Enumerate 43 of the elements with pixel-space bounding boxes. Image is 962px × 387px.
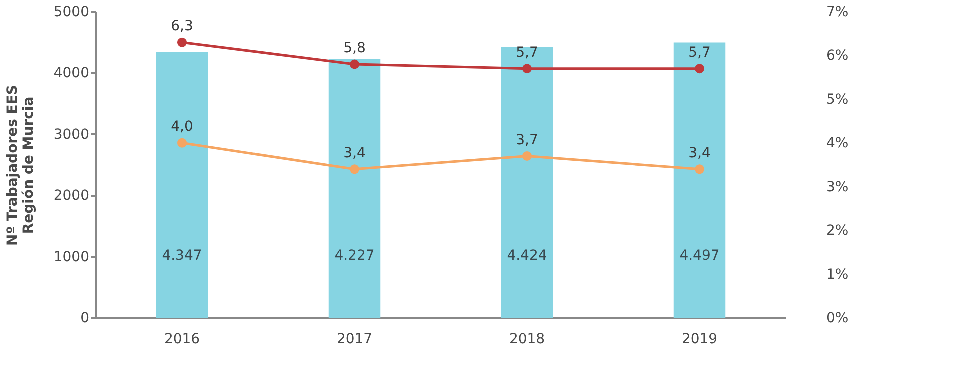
y2-tick-label: 2% (826, 223, 849, 240)
y2-tick-label: 3% (826, 179, 849, 196)
y-tick-label: 0 (80, 310, 90, 326)
data-label: 3,7 (516, 132, 538, 148)
point (695, 64, 704, 74)
y-tick-label: 1000 (54, 249, 90, 266)
point (522, 64, 532, 74)
bar (501, 47, 554, 318)
data-label: 4.227 (334, 248, 375, 264)
y2-tick-label: 5% (826, 92, 849, 108)
x-tick-label: 2019 (682, 332, 718, 348)
data-label: 4,0 (171, 119, 194, 136)
data-label: 4.497 (680, 248, 720, 264)
bar (156, 52, 208, 318)
y-tick-label: 5000 (54, 4, 90, 20)
point (522, 152, 532, 161)
point (350, 164, 360, 174)
y2-tick-label: 1% (826, 266, 849, 283)
point (350, 60, 360, 70)
bar (674, 42, 726, 318)
x-tick-label: 2016 (164, 332, 200, 348)
y2-tick-label: 0% (826, 310, 849, 326)
point (695, 164, 704, 174)
point (178, 138, 187, 148)
data-label: 5,7 (688, 44, 711, 61)
y-tick-label: 3000 (54, 126, 90, 143)
y-tick-label: 2000 (54, 188, 90, 204)
y2-tick-label: 6% (826, 48, 849, 64)
x-tick-label: 2017 (336, 332, 373, 348)
y-tick-label: 4000 (54, 66, 90, 82)
y-axis-title: Nº Trabajadores EES Región de Murcia (4, 84, 37, 246)
point (178, 38, 187, 48)
x-tick-label: 2018 (509, 332, 546, 348)
y2-tick-label: 4% (826, 136, 849, 152)
y2-tick-label: 7% (826, 4, 849, 20)
data-label: 3,4 (344, 145, 366, 162)
data-label: 5,8 (344, 40, 366, 56)
data-label: 4.347 (162, 248, 202, 264)
bar (328, 59, 381, 318)
data-label: 6,3 (171, 18, 194, 35)
data-label: 4.424 (507, 248, 548, 264)
data-label: 3,4 (688, 145, 711, 162)
data-label: 5,7 (516, 44, 538, 61)
